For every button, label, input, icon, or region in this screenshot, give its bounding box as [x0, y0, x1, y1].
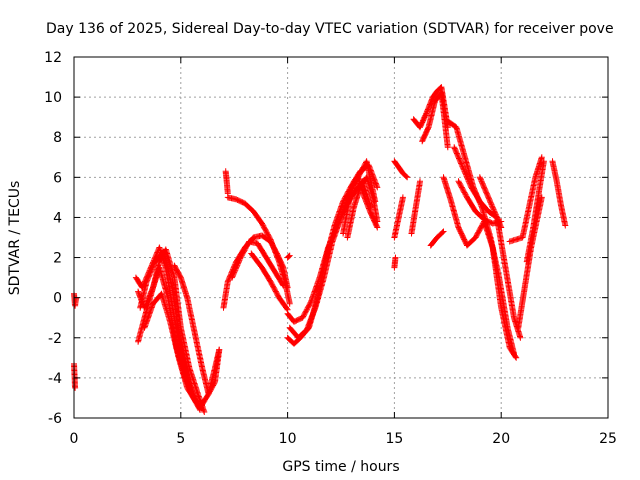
axis-ticks — [73, 56, 609, 419]
series-s33-markers — [515, 194, 545, 331]
series-s6-markers — [137, 248, 201, 407]
y-tick-label: 6 — [53, 170, 62, 186]
x-axis-label: GPS time / hours — [282, 459, 399, 475]
plot-frame — [73, 56, 609, 419]
series-s31-markers — [476, 174, 505, 231]
series-s19-markers — [340, 174, 381, 237]
y-axis-label: SDTVAR / TECUs — [7, 181, 23, 296]
y-tick-label: 2 — [53, 251, 62, 267]
grid-lines — [74, 57, 608, 418]
y-tick-label: 10 — [44, 90, 62, 106]
y-tick-label: -6 — [48, 411, 62, 427]
series-s7-markers — [141, 290, 206, 411]
series-s23-markers — [408, 178, 423, 237]
series-s12-markers — [229, 238, 287, 289]
series-s13-markers — [248, 250, 291, 313]
series-s25-markers — [419, 90, 451, 151]
x-tick-label: 0 — [70, 431, 79, 447]
series-s1-markers — [71, 290, 80, 309]
series-s8-markers — [171, 262, 223, 397]
series-s5-markers — [135, 246, 208, 415]
x-tick-label: 20 — [492, 431, 510, 447]
series-s2-markers — [71, 360, 79, 391]
y-tick-label: 4 — [53, 210, 62, 226]
x-tick-label: 10 — [279, 431, 297, 447]
series-s29-markers — [451, 144, 524, 341]
axis-tick-labels: 0 5 10 15 20 25 -6 -4 -2 0 2 4 6 8 10 12 — [44, 50, 617, 447]
series-s20-markers — [391, 158, 411, 181]
series-s32-markers — [506, 154, 545, 245]
y-tick-label: 0 — [53, 291, 62, 307]
series-s35-markers — [549, 158, 569, 229]
series-s21-markers — [391, 194, 406, 241]
y-tick-label: -4 — [48, 371, 62, 387]
series-s11-markers — [222, 168, 231, 197]
series-s34-markers — [523, 158, 547, 265]
series-s10-markers — [224, 194, 293, 307]
x-tick-label: 25 — [599, 431, 617, 447]
series-s26-markers — [427, 228, 447, 249]
y-tick-label: 8 — [53, 130, 62, 146]
x-tick-label: 15 — [385, 431, 403, 447]
chart-title: Day 136 of 2025, Sidereal Day-to-day VTE… — [46, 21, 614, 37]
y-tick-label: 12 — [44, 50, 62, 66]
x-tick-label: 5 — [176, 431, 185, 447]
series-s14-markers — [284, 252, 293, 261]
series-s30-markers — [455, 178, 505, 227]
y-tick-label: -2 — [48, 331, 62, 347]
series-s22-markers — [391, 254, 399, 271]
data-points — [71, 84, 569, 415]
